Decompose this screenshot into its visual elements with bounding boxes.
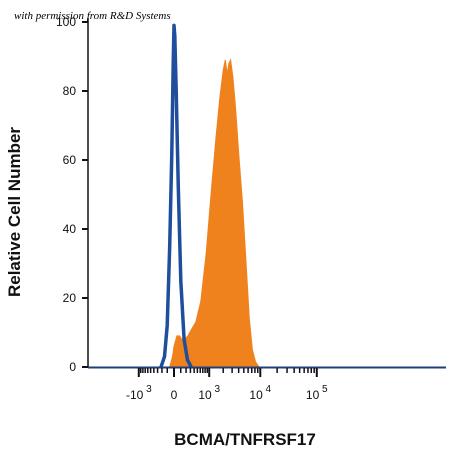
y-tick-label: 40 [63,222,77,236]
x-axis-title: BCMA/TNFRSF17 [174,430,316,449]
orange-histogram-layer [169,58,261,368]
y-tick-label: 80 [63,84,77,98]
y-tick-labels: 0 20 40 60 80 100 [56,15,76,374]
x-tick-labels: -10 3 0 10 3 10 4 10 5 [126,384,328,402]
axes [82,18,446,377]
x-tick-label: 10 5 [306,384,328,402]
x-tick-label: 10 3 [198,384,220,402]
y-tick-label: 100 [56,15,76,29]
y-axis-title: Relative Cell Number [5,127,24,297]
y-tick-label: 60 [63,153,77,167]
watermark: with permission from R&D Systems [14,10,171,22]
y-tick-label: 20 [63,291,77,305]
x-tick-label: 0 [171,388,178,402]
x-tick-label: 10 4 [249,384,271,402]
y-tick-label: 0 [69,360,76,374]
series-outline-0 [159,23,193,368]
x-tick-label: -10 3 [126,384,152,402]
blue-histogram-layer [159,23,193,368]
series-area-1 [169,58,261,368]
